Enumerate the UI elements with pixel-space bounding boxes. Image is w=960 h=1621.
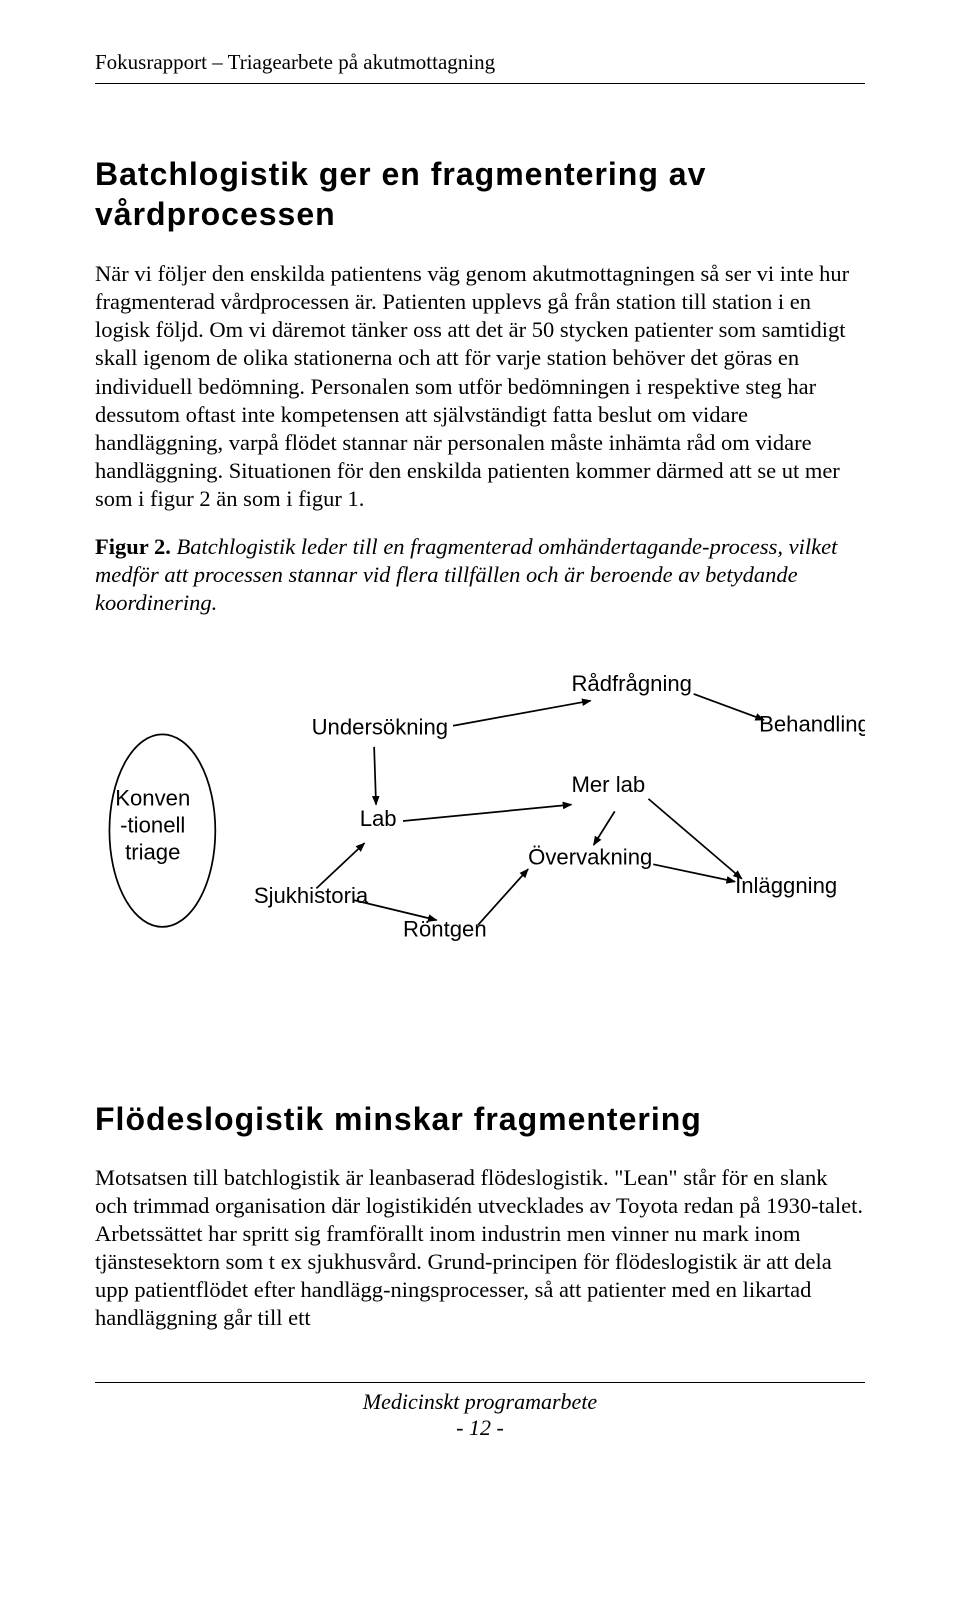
footer-program: Medicinskt programarbete [95,1389,865,1415]
flow-arrow [694,693,764,719]
flow-arrow [374,746,376,804]
node-label-radfragning: Rådfrågning [571,671,692,696]
section1-heading: Batchlogistik ger en fragmentering av vå… [95,154,865,234]
flow-arrow [316,843,364,888]
flow-arrow [594,811,615,845]
section1-paragraph: När vi följer den enskilda patientens vä… [95,260,865,513]
footer-rule [95,1382,865,1383]
node-label-merlab: Mer lab [571,772,645,797]
node-label-overvakning: Övervakning [528,844,652,869]
node-label-inlaggning: Inläggning [735,873,837,898]
figure2-caption-lead: Figur 2. [95,534,171,559]
figure2-diagram: Konven-tionelltriage Sjukhistoria Undersök… [95,636,865,1006]
figure2-caption: Figur 2. Batchlogistik leder till en fra… [95,533,865,617]
node-label-sjukhistoria: Sjukhistoria [254,882,369,907]
flow-arrow [403,804,571,820]
figure2-caption-bolditalic: Batchlogistik [171,534,295,559]
node-label-lab: Lab [360,805,397,830]
section2-paragraph: Motsatsen till batchlogistik är leanbase… [95,1164,865,1333]
node-label-triage: Konven-tionelltriage [115,785,190,864]
node-label-behandling: Behandling [759,711,865,736]
node-label-undersokning: Undersökning [312,714,449,739]
header-rule [95,83,865,84]
footer-page-number: - 12 - [95,1415,865,1441]
node-label-rontgen: Röntgen [403,916,487,941]
section2-heading: Flödeslogistik minskar fragmentering [95,1101,865,1138]
running-header: Fokusrapport – Triagearbete på akutmotta… [95,50,865,75]
flow-arrow [653,864,735,881]
flow-arrow [453,700,591,725]
